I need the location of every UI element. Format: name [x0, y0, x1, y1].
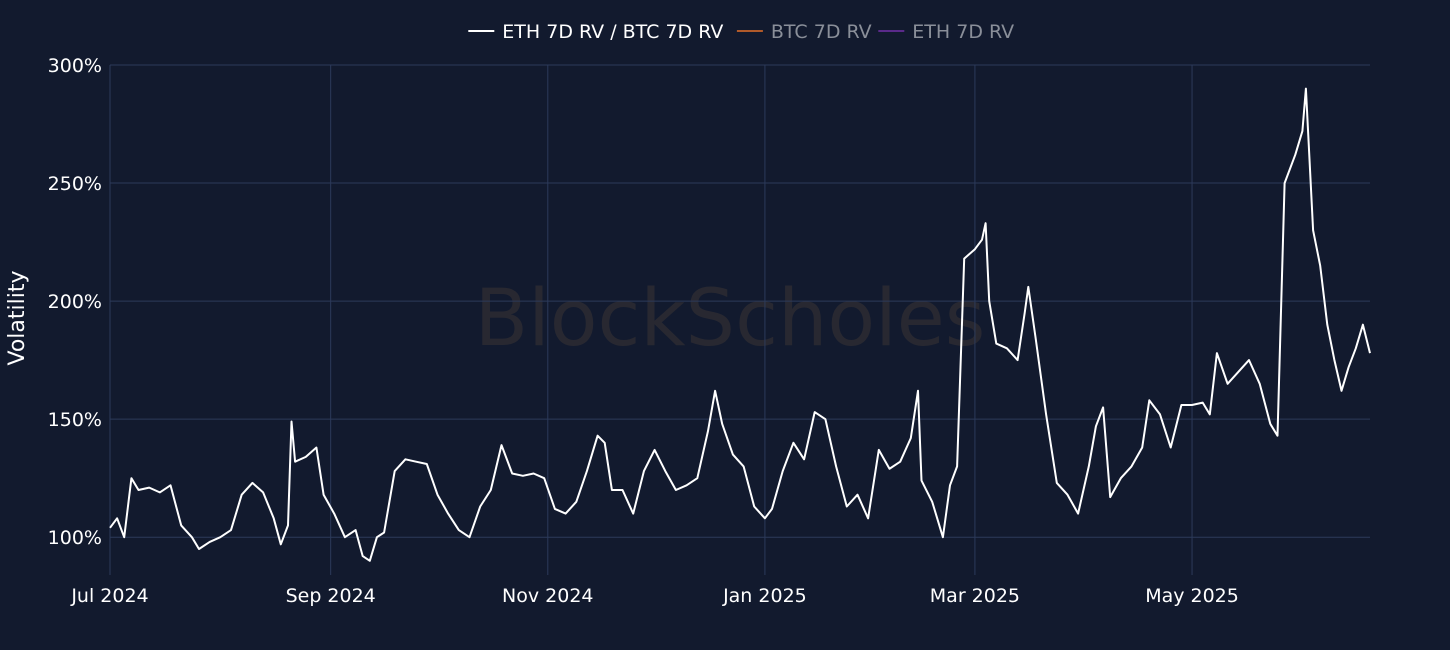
y-tick-label: 100% [48, 527, 102, 549]
legend-label: ETH 7D RV [912, 21, 1014, 43]
watermark-text: BlockScholes [475, 274, 986, 364]
legend: ETH 7D RV / BTC 7D RV BTC 7D RV ETH 7D RV [468, 21, 1014, 43]
y-axis: 100% 150% 200% 250% 300% [48, 55, 102, 549]
y-tick-label: 150% [48, 409, 102, 431]
series-line-eth-btc-ratio [109, 87, 1371, 562]
x-tick-label: Jan 2025 [722, 585, 807, 607]
legend-item[interactable]: BTC 7D RV [736, 21, 872, 43]
x-tick-label: Mar 2025 [930, 585, 1020, 607]
x-tick-label: Sep 2024 [286, 585, 376, 607]
legend-label: ETH 7D RV / BTC 7D RV [502, 21, 723, 43]
y-tick-label: 300% [48, 55, 102, 77]
watermark-layer: BlockScholes [475, 274, 986, 364]
series-layer [109, 87, 1371, 562]
x-axis: Jul 2024 Sep 2024 Nov 2024 Jan 2025 Mar 2025… [70, 585, 1239, 607]
x-tick-label: Jul 2024 [70, 585, 148, 607]
y-tick-label: 250% [48, 173, 102, 195]
y-tick-label: 200% [48, 291, 102, 313]
y-axis-title: Volatility [5, 270, 30, 365]
legend-label: BTC 7D RV [771, 21, 872, 43]
grid-layer [109, 64, 1370, 575]
x-tick-label: May 2025 [1145, 585, 1239, 607]
legend-item[interactable]: ETH 7D RV / BTC 7D RV [468, 21, 723, 43]
legend-item[interactable]: ETH 7D RV [878, 21, 1014, 43]
x-tick-label: Nov 2024 [502, 585, 593, 607]
